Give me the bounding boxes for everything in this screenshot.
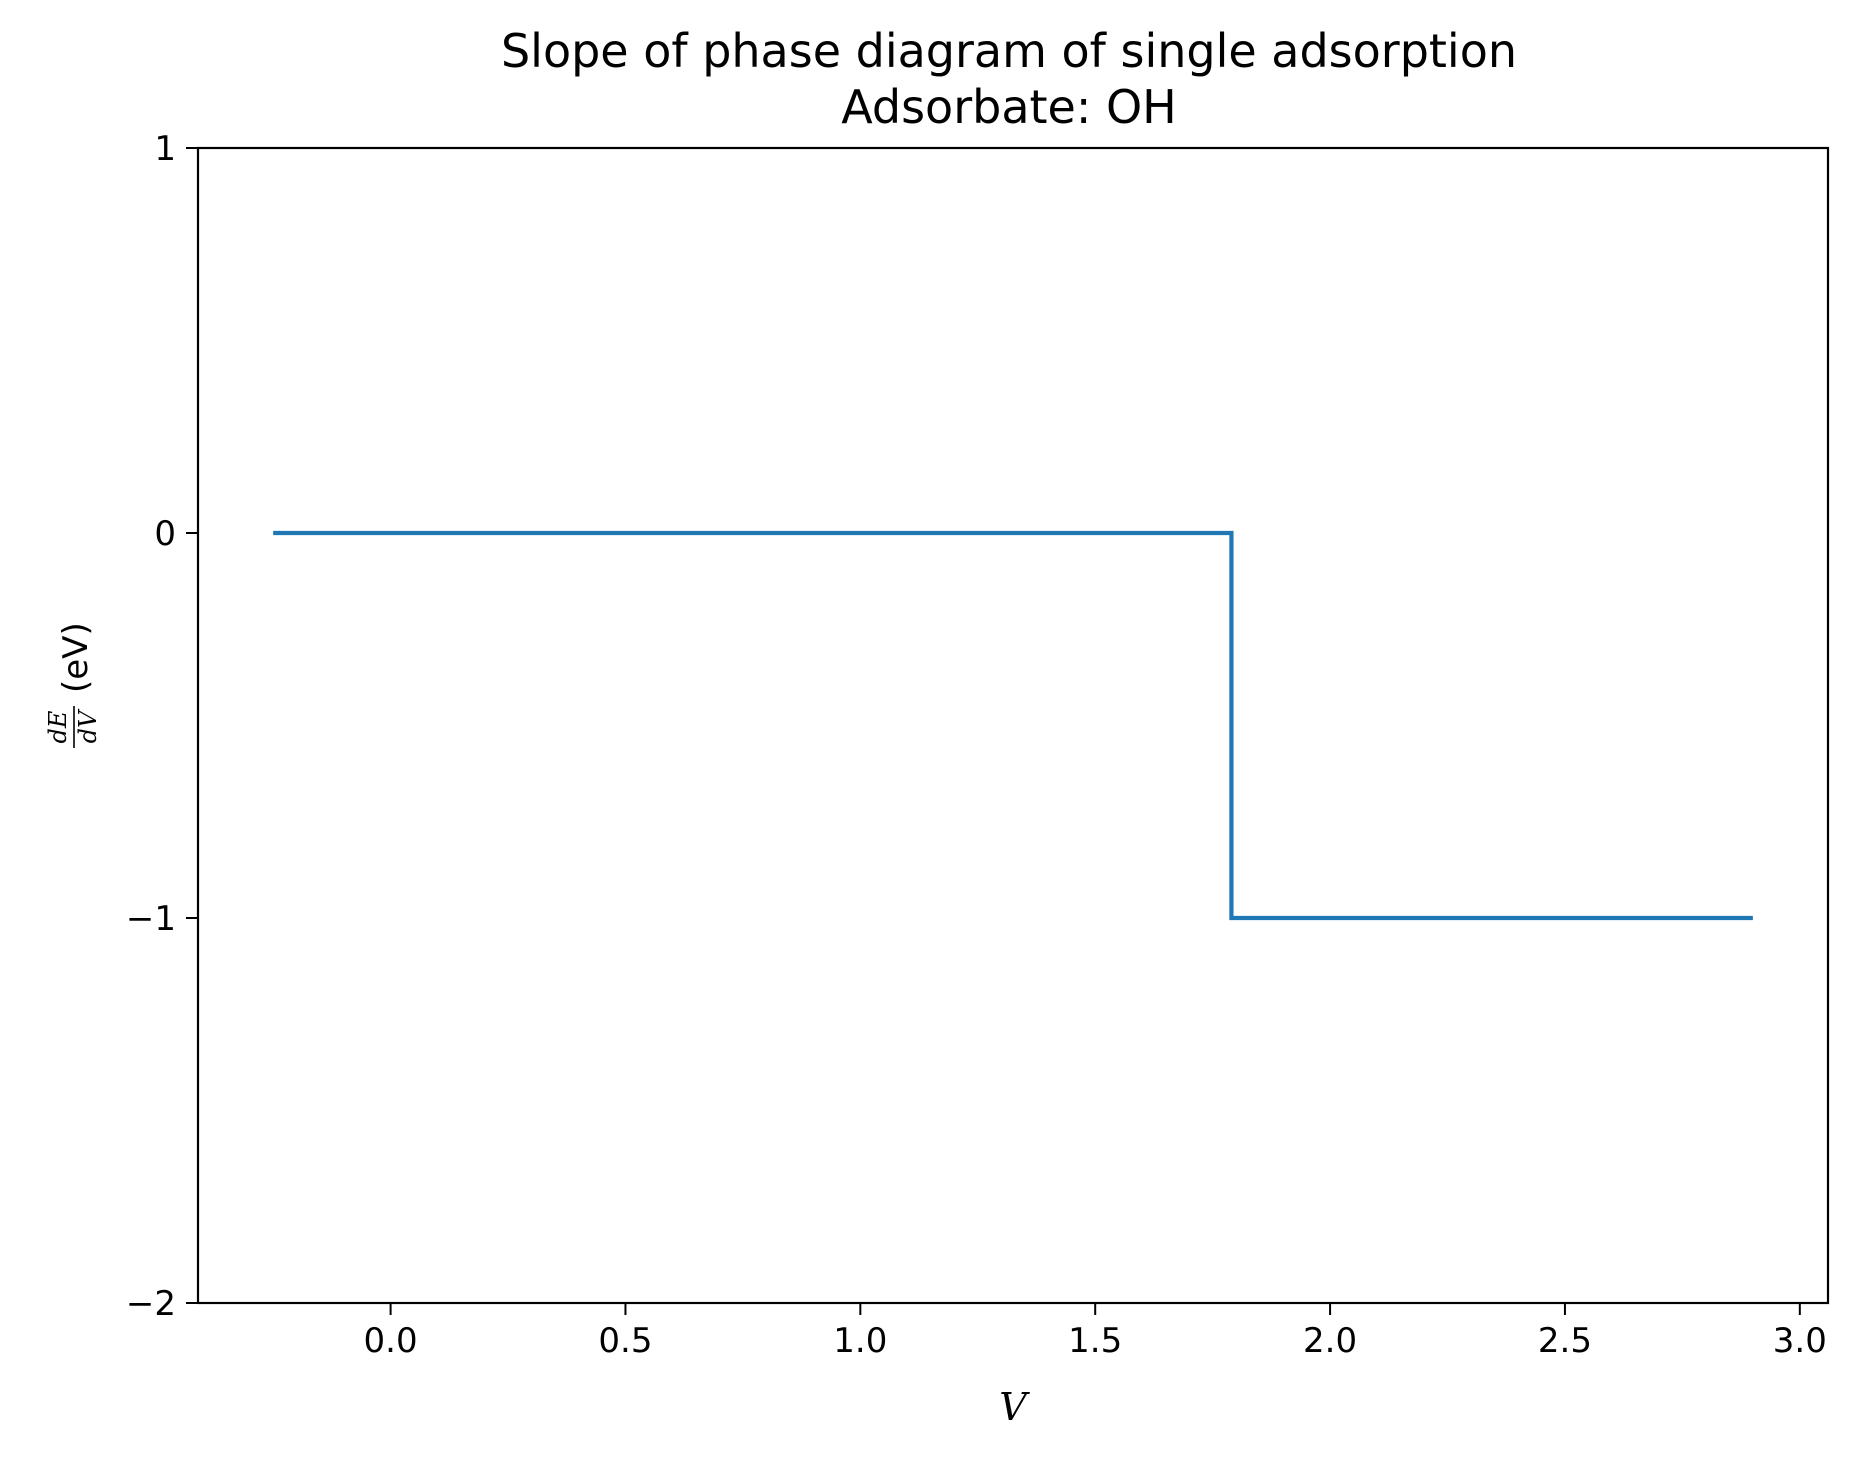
x-axis-label: V bbox=[999, 1385, 1030, 1429]
y-axis-label-denominator: dV bbox=[74, 708, 102, 743]
x-tick-label: 2.0 bbox=[1303, 1321, 1357, 1361]
series-line bbox=[273, 530, 1753, 921]
x-axis-ticks: 0.0 0.5 1.0 1.5 2.0 2.5 3.0 bbox=[364, 1303, 1827, 1361]
x-tick-label: 0.5 bbox=[598, 1321, 652, 1361]
x-tick-label: 2.5 bbox=[1538, 1321, 1592, 1361]
y-axis-ticks: 1 0 −1 −2 bbox=[126, 129, 198, 1324]
plot-frame bbox=[196, 146, 1830, 1305]
x-tick-label: 3.0 bbox=[1773, 1321, 1827, 1361]
chart-title: Slope of phase diagram of single adsorpt… bbox=[501, 24, 1517, 78]
x-tick-label: 1.5 bbox=[1068, 1321, 1122, 1361]
y-axis-label-numerator: dE bbox=[44, 710, 72, 743]
x-tick-label: 1.0 bbox=[833, 1321, 887, 1361]
y-axis-label: dE dV (eV) bbox=[44, 622, 102, 748]
y-axis-label-unit: (eV) bbox=[56, 622, 96, 693]
y-tick-label: −2 bbox=[126, 1284, 176, 1324]
chart-subtitle: Adsorbate: OH bbox=[841, 80, 1177, 134]
y-tick-label: 0 bbox=[154, 514, 176, 554]
y-tick-label: 1 bbox=[154, 129, 176, 169]
series-layer bbox=[273, 530, 1753, 921]
y-tick-label: −1 bbox=[126, 899, 176, 939]
x-tick-label: 0.0 bbox=[364, 1321, 418, 1361]
